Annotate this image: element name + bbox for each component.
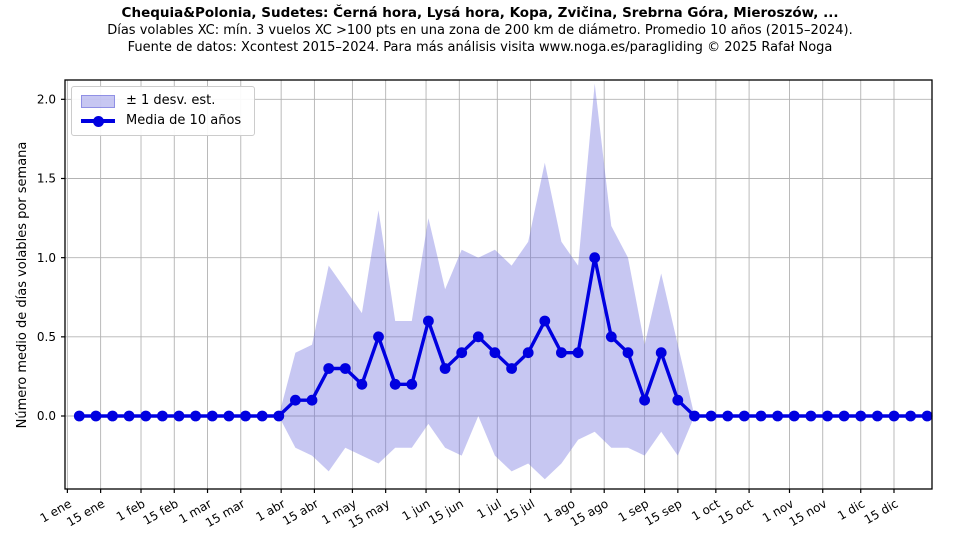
data-point-marker [489, 347, 501, 359]
legend-marker-dot [92, 115, 104, 127]
data-point-marker [722, 410, 734, 422]
x-tick-label: 15 feb [141, 496, 181, 527]
data-point-marker [273, 410, 285, 422]
legend: ± 1 desv. est. Media de 10 años [71, 86, 256, 136]
data-point-marker [389, 378, 401, 390]
data-point-marker [240, 410, 251, 422]
legend-band-swatch [81, 94, 115, 108]
data-point-marker [522, 347, 534, 359]
data-point-marker [855, 410, 867, 422]
mean-line [79, 256, 928, 418]
x-tick-label: 15 oct [716, 496, 756, 527]
data-point-marker [788, 410, 800, 422]
data-point-marker [173, 410, 185, 422]
data-point-marker [755, 410, 767, 422]
data-point-marker [107, 410, 118, 422]
data-point-marker [838, 410, 850, 422]
x-tick-label: 15 jun [426, 496, 466, 527]
x-tick-label: 15 jul [501, 496, 537, 525]
x-tick-label: 1 jul [475, 496, 504, 521]
y-tick-label: 2.0 [37, 93, 56, 107]
data-point-marker [772, 410, 783, 422]
data-point-marker [639, 394, 650, 406]
data-point-marker [373, 331, 384, 343]
data-point-marker [622, 347, 634, 359]
data-point-marker [539, 315, 551, 327]
x-tick-label: 15 dic [862, 496, 901, 526]
data-point-marker [456, 347, 468, 359]
data-point-marker [472, 331, 484, 343]
data-point-marker [439, 363, 451, 374]
legend-item-mean: Media de 10 años [81, 114, 241, 128]
data-point-marker [888, 410, 900, 422]
y-tick-label: 1.0 [37, 251, 56, 265]
data-point-marker [672, 394, 684, 406]
data-point-marker [705, 410, 717, 422]
std-band [278, 83, 695, 480]
data-point-marker [73, 410, 85, 422]
data-point-marker [738, 410, 750, 422]
y-tick-label: 1.5 [37, 172, 56, 186]
x-tick-label: 15 ene [64, 496, 107, 529]
x-tick-label: 1 dic [835, 496, 867, 523]
data-point-marker [356, 378, 368, 390]
data-point-marker [822, 410, 833, 422]
legend-item-band: ± 1 desv. est. [81, 94, 241, 108]
y-tick-label: 0.0 [37, 409, 56, 423]
legend-line-swatch [81, 115, 115, 127]
data-point-marker [290, 394, 301, 406]
chart-subtitle: Días volables XC: mín. 3 vuelos XC >100 … [107, 23, 853, 38]
data-point-marker [921, 410, 933, 422]
data-point-marker [206, 410, 218, 422]
data-point-marker [805, 410, 817, 422]
y-tick-label: 0.5 [37, 330, 56, 344]
data-point-marker [339, 363, 351, 374]
chart-source: Fuente de datos: Xcontest 2015–2024. Par… [127, 40, 833, 55]
data-point-marker [123, 410, 135, 422]
data-point-marker [423, 315, 434, 327]
data-point-marker [572, 347, 584, 359]
chart-title: Chequia&Polonia, Sudetes: Černá hora, Ly… [121, 5, 839, 21]
data-point-marker [140, 410, 152, 422]
data-point-marker [556, 347, 567, 359]
x-tick-label: 15 sep [642, 496, 684, 528]
y-axis-label: Número medio de días volables por semana [15, 141, 30, 429]
data-point-marker [605, 331, 617, 343]
data-point-marker [589, 252, 601, 264]
data-point-marker [306, 394, 318, 406]
data-point-marker [256, 410, 268, 422]
data-point-marker [506, 363, 517, 374]
data-point-marker [190, 410, 202, 422]
data-point-marker [323, 363, 335, 374]
data-point-marker [689, 410, 700, 422]
data-point-marker [406, 378, 418, 390]
x-tick-label: 15 nov [787, 496, 830, 529]
data-point-marker [157, 410, 168, 422]
legend-band-label: ± 1 desv. est. [126, 93, 216, 108]
data-point-marker [655, 347, 667, 359]
plot-border [64, 79, 933, 490]
legend-line-label: Media de 10 años [126, 113, 242, 128]
data-point-marker [223, 410, 235, 422]
x-tick-label: 15 abr [280, 496, 321, 528]
data-point-marker [905, 410, 916, 422]
data-point-marker [872, 410, 883, 422]
data-point-marker [90, 410, 102, 422]
x-tick-label: 15 ago [568, 496, 611, 529]
